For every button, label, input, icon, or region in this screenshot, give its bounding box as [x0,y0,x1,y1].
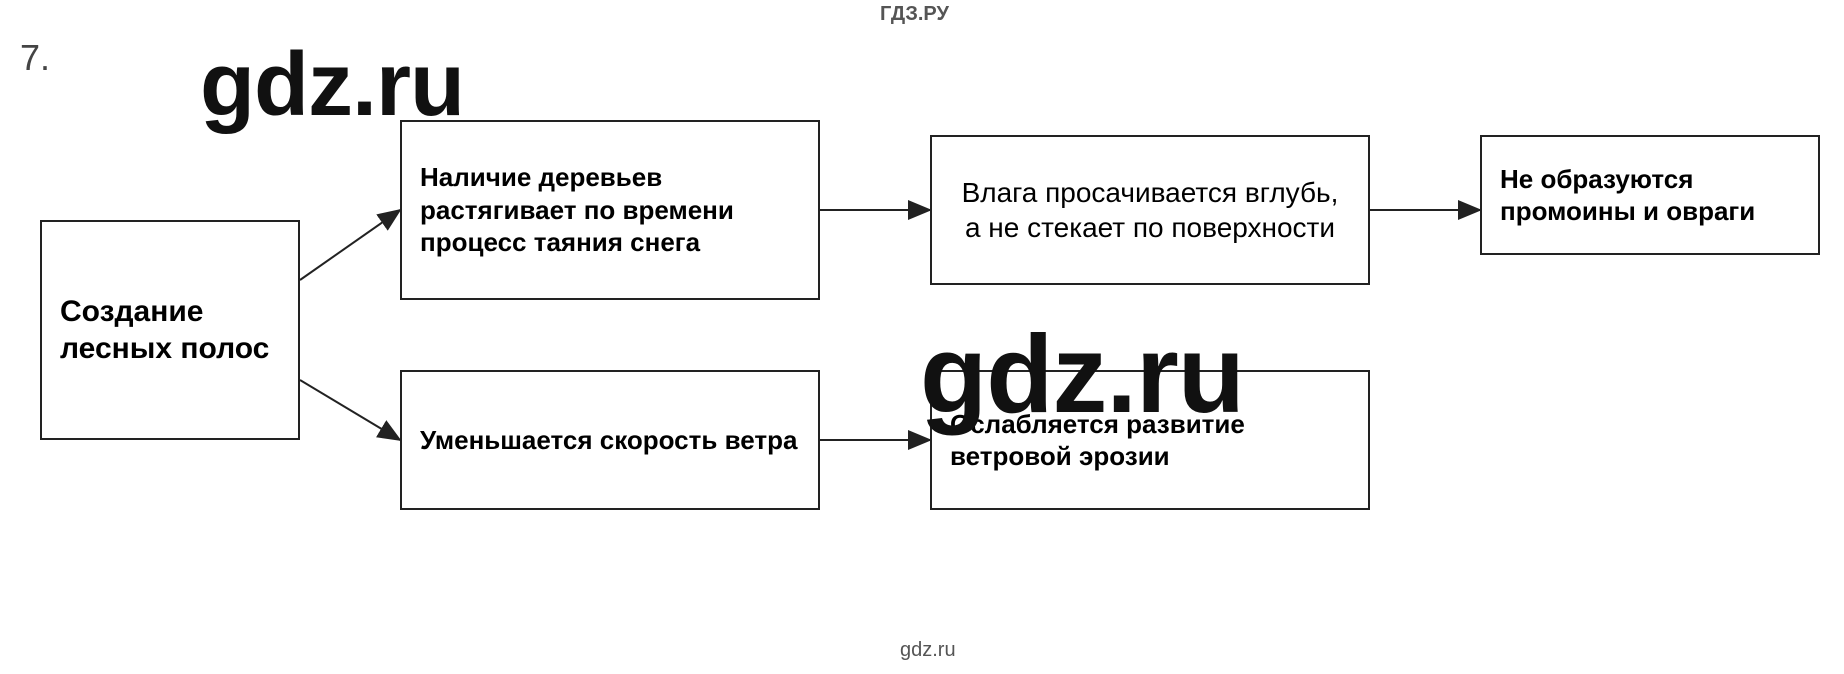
node-bot-a: Уменьшается скорость ветра [400,370,820,510]
node-top-c: Не образуются промоины и овраги [1480,135,1820,255]
node-top-c-label: Не образуются промоины и овраги [1500,163,1800,228]
watermark-top: gdz.ru [200,40,464,130]
node-source-label: Создание лесных полос [60,293,280,368]
watermark-bottom: gdz.ru [920,320,1244,430]
node-bot-a-label: Уменьшается скорость ветра [420,424,797,457]
node-top-a-label: Наличие деревьев растягивает по времени … [420,161,800,259]
node-top-b: Влага просачивается вглубь, а не стекает… [930,135,1370,285]
node-source: Создание лесных полос [40,220,300,440]
page-header: ГДЗ.РУ [880,4,949,24]
page-footer: gdz.ru [900,640,956,660]
node-top-a: Наличие деревьев растягивает по времени … [400,120,820,300]
node-top-b-label: Влага просачивается вглубь, а не стекает… [950,175,1350,245]
question-number: 7. [20,40,50,76]
diagram-canvas: ГДЗ.РУ 7. gdz.ru Создание лесных полос Н… [0,0,1844,674]
